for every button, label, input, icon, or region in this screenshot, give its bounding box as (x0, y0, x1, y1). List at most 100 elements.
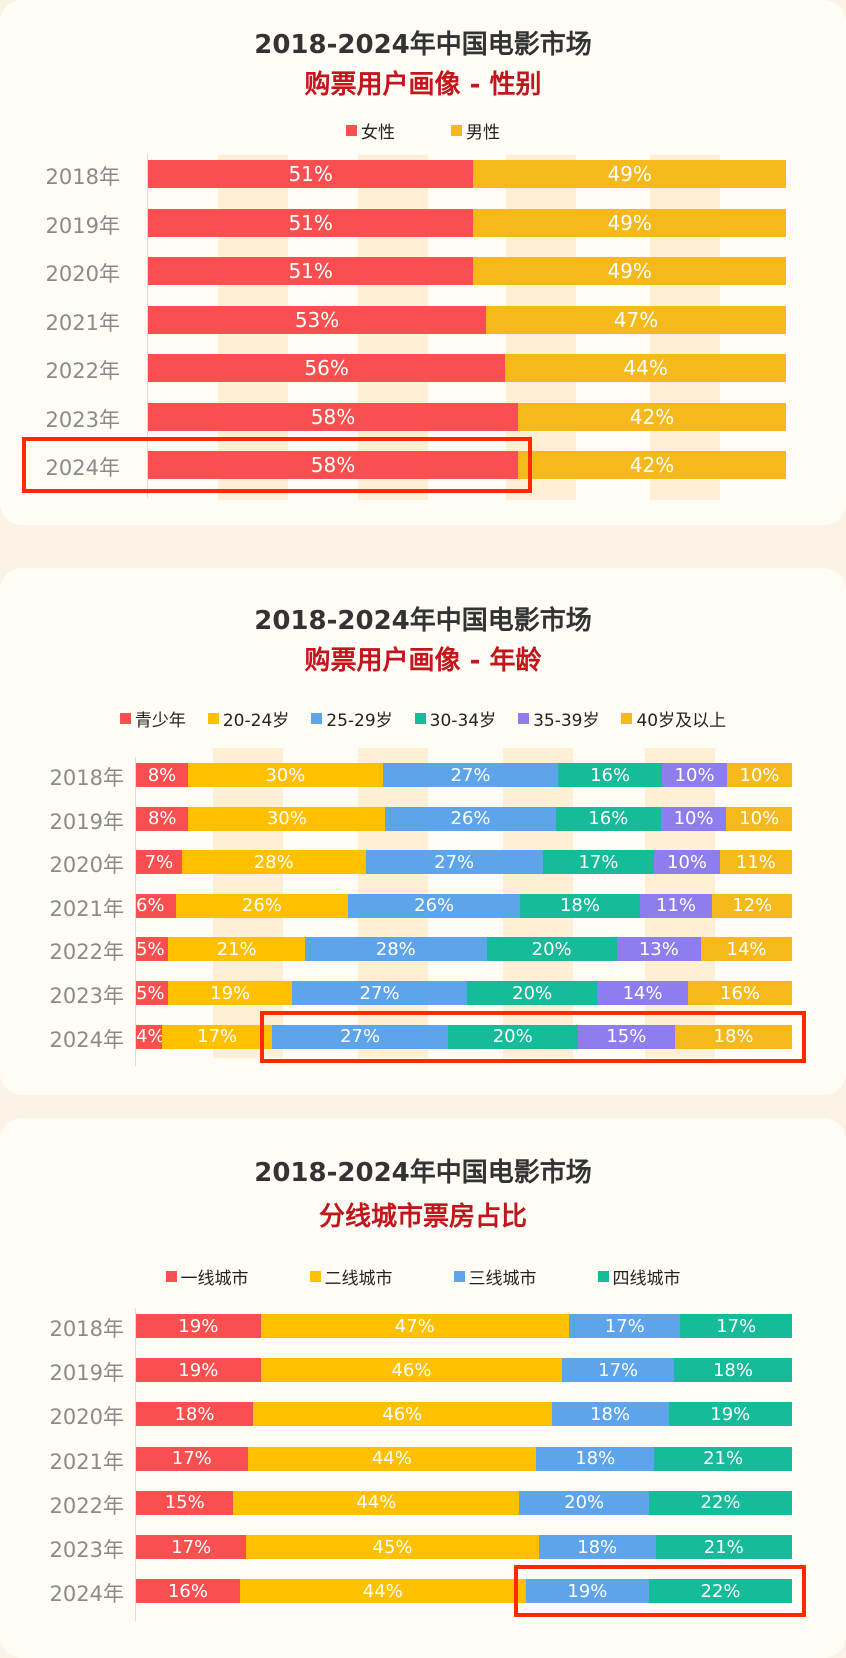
bar-segment[interactable]: 11% (639, 893, 713, 918)
bar-segment[interactable]: 44% (233, 1490, 520, 1515)
bar-segment[interactable]: 10% (654, 850, 720, 875)
bar-segment[interactable]: 18% (538, 1535, 656, 1559)
bar-segment[interactable]: 58% (148, 402, 519, 431)
legend-item[interactable]: 25-29岁 (311, 706, 393, 731)
legend-item[interactable]: 女性 (346, 118, 395, 143)
bar-segment[interactable]: 4% (136, 1024, 162, 1049)
bar-segment[interactable]: 17% (542, 850, 655, 875)
bar-segment[interactable]: 18% (673, 1358, 792, 1383)
legend-item[interactable]: 35-39岁 (518, 706, 599, 731)
bar-segment[interactable]: 19% (136, 1358, 261, 1383)
bar-segment[interactable]: 30% (187, 763, 383, 787)
bar-segment[interactable]: 27% (272, 1024, 448, 1049)
bar-segment[interactable]: 17% (161, 1024, 273, 1049)
bar-segment[interactable]: 42% (518, 402, 786, 431)
bar-segment[interactable]: 8% (136, 806, 189, 831)
bar-segment[interactable]: 27% (291, 981, 468, 1005)
bar-segment[interactable]: 5% (136, 981, 169, 1005)
bar-segment[interactable]: 21% (655, 1535, 792, 1559)
legend-item[interactable]: 20-24岁 (207, 706, 289, 731)
legend-item[interactable]: 青少年 (119, 706, 186, 731)
bar-segment[interactable]: 21% (654, 1446, 792, 1471)
bar-segment[interactable]: 5% (136, 937, 169, 962)
bar-segment[interactable]: 53% (148, 305, 487, 334)
bar-segment[interactable]: 46% (252, 1402, 552, 1427)
bar-segment[interactable]: 51% (148, 208, 474, 237)
bar-segment[interactable]: 18% (136, 1402, 253, 1427)
bar-segment[interactable]: 10% (726, 806, 792, 831)
bar-segment[interactable]: 21% (168, 937, 305, 962)
bar-segment[interactable]: 45% (246, 1535, 539, 1559)
legend-item[interactable]: 一线城市 (165, 1264, 249, 1289)
bar-segment[interactable]: 26% (175, 893, 349, 918)
bar-segment[interactable]: 28% (181, 850, 366, 875)
bar-segment[interactable]: 17% (568, 1314, 681, 1338)
bar-segment[interactable]: 19% (136, 1314, 261, 1338)
legend-item[interactable]: 男性 (451, 118, 500, 143)
bar-segment[interactable]: 18% (551, 1402, 669, 1427)
bar-segment[interactable]: 28% (304, 937, 487, 962)
bar-segment[interactable]: 19% (525, 1579, 650, 1604)
bar-segment[interactable]: 16% (555, 806, 661, 831)
bar-segment[interactable]: 49% (473, 160, 786, 188)
bar-segment[interactable]: 19% (668, 1402, 792, 1427)
bar-segment[interactable]: 10% (662, 763, 728, 787)
bar-segment[interactable]: 44% (239, 1579, 526, 1604)
legend-item[interactable]: 30-34岁 (414, 706, 496, 731)
bar-segment[interactable]: 49% (473, 208, 786, 237)
bar-segment[interactable]: 15% (577, 1024, 676, 1049)
bar-segment[interactable]: 17% (136, 1446, 248, 1471)
bar-segment[interactable]: 51% (148, 160, 474, 188)
bar-segment[interactable]: 27% (382, 763, 559, 787)
legend-item[interactable]: 三线城市 (453, 1264, 537, 1289)
legend-item[interactable]: 二线城市 (309, 1264, 393, 1289)
bar-segment[interactable]: 30% (188, 806, 386, 831)
bar-segment[interactable]: 47% (486, 305, 786, 334)
bar-segment[interactable]: 13% (616, 937, 702, 962)
bar-segment[interactable]: 14% (597, 981, 689, 1005)
legend-swatch (518, 713, 530, 724)
bar-segment[interactable]: 20% (467, 981, 598, 1005)
bar-segment[interactable]: 7% (136, 850, 182, 875)
bar-segment[interactable]: 17% (680, 1314, 792, 1338)
bar-segment[interactable]: 20% (519, 1490, 650, 1515)
bar-segment[interactable]: 26% (348, 893, 521, 918)
bar-segment[interactable]: 17% (136, 1535, 247, 1559)
bar-segment[interactable]: 14% (701, 937, 792, 962)
bar-segment[interactable]: 17% (562, 1358, 674, 1383)
bar-segment[interactable]: 20% (486, 937, 617, 962)
bar-segment[interactable]: 49% (473, 257, 786, 285)
bar-segment[interactable]: 11% (719, 850, 792, 875)
bar-segment[interactable]: 12% (712, 893, 792, 918)
bar-segment[interactable]: 56% (148, 354, 506, 382)
bar-segment[interactable]: 8% (136, 763, 188, 787)
legend-item[interactable]: 四线城市 (597, 1264, 681, 1289)
data-label: 17% (171, 1448, 212, 1470)
bar-segment[interactable]: 22% (649, 1579, 792, 1604)
bar-segment[interactable]: 44% (247, 1446, 537, 1471)
bar-segment[interactable]: 58% (148, 451, 519, 479)
data-label: 21% (703, 1536, 744, 1558)
bar-segment[interactable]: 42% (518, 451, 786, 479)
bar-segment[interactable]: 16% (136, 1579, 240, 1604)
bar-segment[interactable]: 26% (385, 806, 556, 831)
bar-segment[interactable]: 22% (649, 1490, 792, 1515)
data-label: 47% (613, 307, 659, 332)
bar-segment[interactable]: 47% (260, 1314, 569, 1338)
legend-item[interactable]: 40岁及以上 (621, 706, 726, 731)
bar-segment[interactable]: 10% (727, 763, 792, 787)
bar-segment[interactable]: 10% (660, 806, 727, 831)
bar-segment[interactable]: 6% (136, 893, 176, 918)
bar-segment[interactable]: 18% (675, 1024, 792, 1049)
bar-segment[interactable]: 18% (520, 893, 640, 918)
bar-segment[interactable]: 16% (688, 981, 792, 1005)
bar-segment[interactable]: 15% (136, 1490, 234, 1515)
bar-segment[interactable]: 19% (168, 981, 292, 1005)
bar-segment[interactable]: 27% (365, 850, 543, 875)
bar-segment[interactable]: 46% (260, 1358, 563, 1383)
bar-segment[interactable]: 18% (536, 1446, 655, 1471)
bar-segment[interactable]: 16% (558, 763, 663, 787)
bar-segment[interactable]: 44% (505, 354, 786, 382)
bar-segment[interactable]: 51% (148, 257, 474, 285)
bar-segment[interactable]: 20% (447, 1024, 578, 1049)
